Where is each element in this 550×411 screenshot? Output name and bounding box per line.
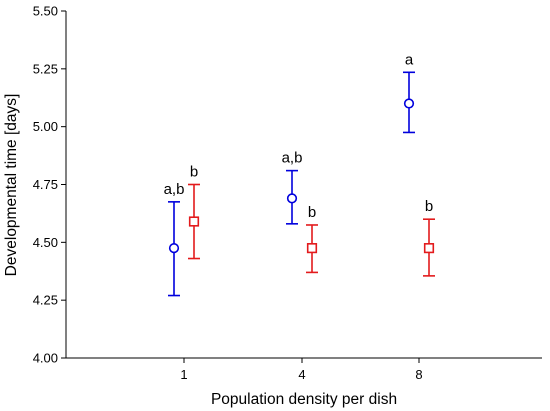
significance-label: b (425, 198, 433, 215)
y-tick-label: 4.50 (33, 235, 58, 250)
y-axis-label: Developmental time [days] (3, 94, 20, 277)
y-tick-label: 5.00 (33, 119, 58, 134)
significance-label: b (190, 164, 198, 181)
y-tick-label: 4.25 (33, 293, 58, 308)
series-layer: a,b a,b a b b b (164, 51, 435, 297)
data-point-square (423, 243, 435, 254)
significance-label: b (308, 204, 316, 221)
x-tick-label: 8 (415, 367, 422, 382)
data-point-circle (403, 98, 415, 109)
x-tick-label: 1 (180, 367, 187, 382)
significance-label: a,b (164, 181, 185, 198)
y-tick-label: 5.50 (33, 4, 58, 19)
significance-label: a,b (282, 150, 303, 167)
significance-label: a (405, 51, 414, 68)
y-tick-label: 4.75 (33, 177, 58, 192)
data-point-circle (286, 193, 298, 204)
y-tick-label: 5.25 (33, 61, 58, 76)
axes: 4.00 4.25 4.50 4.75 5.00 5.25 5.50 1 4 8 (33, 4, 542, 382)
data-point-square (306, 243, 318, 254)
x-tick-label: 4 (298, 367, 305, 382)
y-tick-label: 4.00 (33, 351, 58, 366)
data-point-circle (168, 243, 180, 254)
series-1: a,b a,b a (164, 51, 415, 297)
series-2: b b b (188, 164, 435, 277)
data-point-square (188, 216, 200, 227)
x-axis-label: Population density per dish (211, 391, 397, 408)
